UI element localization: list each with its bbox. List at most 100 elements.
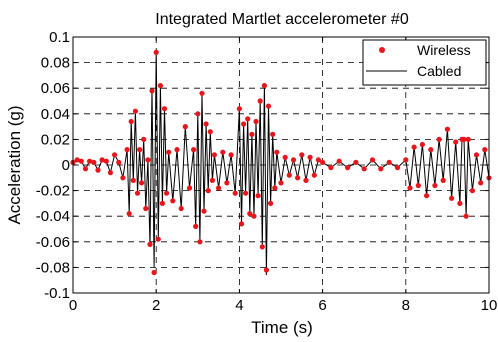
series-wireless-point (303, 177, 309, 183)
series-wireless-point (124, 147, 130, 153)
series-wireless-point (482, 147, 488, 153)
series-wireless-point (216, 185, 222, 191)
series-wireless-point (186, 185, 193, 191)
series-wireless-point (137, 147, 143, 153)
series-wireless-point (155, 236, 161, 242)
series-wireless-point (207, 129, 213, 135)
series-wireless-point (134, 190, 141, 196)
legend: Wireless Cabled (362, 39, 487, 86)
series-wireless-point (478, 180, 484, 186)
series-wireless-point (315, 157, 321, 163)
series-wireless-point (419, 141, 425, 148)
series-wireless-point (197, 239, 203, 245)
y-axis-label: Acceleration (g) (5, 105, 24, 224)
series-wireless-point (255, 193, 261, 199)
series-wireless-point (241, 121, 247, 127)
series-wireless-point (336, 158, 342, 164)
tick-labels: 0 2 4 6 8 10 -0.1 -0.08 -0.06 -0.04 -0.02 0 0.02 0.04… (36, 29, 498, 314)
y-tick-label: -0.04 (36, 208, 70, 225)
series-wireless-point (361, 166, 367, 172)
series-wireless-point (469, 188, 475, 194)
plot-data (70, 49, 492, 276)
series-wireless-point (147, 241, 153, 247)
series-wireless-point (282, 154, 288, 160)
series-wireless-point (191, 147, 197, 153)
series-wireless-point (270, 131, 276, 137)
y-tick-label: -0.02 (36, 183, 70, 200)
series-wireless-point (261, 83, 267, 89)
y-tick-label: 0 (62, 157, 70, 174)
series-wireless-point (265, 103, 272, 109)
series-wireless-point (440, 177, 446, 183)
series-wireless-point (99, 157, 105, 163)
series-wireless-point (328, 165, 334, 171)
series-wireless-point (378, 166, 384, 172)
series-wireless-point (132, 108, 138, 114)
series-wireless-point (211, 152, 217, 158)
series-wireless-point (245, 116, 251, 122)
series-wireless-point (403, 157, 409, 163)
series-wireless-point (428, 147, 434, 153)
x-tick-label: 4 (235, 297, 243, 314)
series-wireless-point (78, 158, 84, 164)
series-wireless-point (290, 157, 297, 163)
series-wireless-point (153, 49, 159, 56)
y-tick-label: 0.1 (49, 29, 70, 46)
series-wireless-point (444, 126, 450, 132)
y-tick-label: 0.04 (41, 106, 70, 123)
series-wireless-point (345, 165, 351, 171)
series-wireless-point (193, 223, 199, 229)
series-wireless-point (386, 159, 392, 165)
series-wireless-point (151, 269, 157, 276)
series-wireless-point (259, 244, 265, 250)
y-tick-label: -0.06 (36, 234, 70, 251)
y-tick-label: -0.08 (36, 259, 70, 276)
series-wireless-point (465, 136, 471, 142)
series-wireless-point (145, 157, 151, 163)
series-wireless-point (253, 118, 259, 125)
y-tick-label: 0.08 (41, 55, 70, 72)
x-axis-label: Time (s) (251, 318, 313, 337)
series-wireless-point (128, 118, 134, 125)
y-tick-label: 0.02 (41, 131, 70, 148)
series-wireless-point (232, 190, 238, 196)
series-wireless-point (415, 182, 421, 189)
series-wireless-point (120, 175, 126, 181)
series-wireless-point (299, 152, 305, 158)
series-wireless-point (103, 158, 109, 164)
series-wireless-point (166, 149, 172, 155)
series-wireless-point (220, 149, 226, 155)
series-wireless-point (161, 106, 168, 112)
series-wireless-point (473, 152, 480, 158)
series-wireless-point (228, 152, 234, 158)
series-wireless-point (463, 213, 469, 219)
x-tick-label: 0 (69, 297, 77, 314)
series-wireless-point (449, 195, 455, 201)
series-wireless-point (278, 180, 284, 186)
series-wireless-point (263, 267, 269, 273)
y-tick-label: 0.06 (41, 80, 70, 97)
series-wireless-point (170, 198, 176, 204)
series-wireless-point (201, 208, 207, 214)
series-wireless-point (424, 193, 430, 199)
series-wireless-point (91, 159, 97, 165)
x-tick-label: 2 (152, 297, 160, 314)
series-wireless-point (457, 200, 463, 206)
series-wireless-point (87, 158, 93, 164)
series-wireless-point (238, 221, 245, 227)
series-wireless-point (95, 167, 101, 173)
series-wireless-point (249, 131, 255, 137)
series-wireless-point (224, 180, 230, 186)
series-wireless-point (436, 136, 442, 142)
series-wireless-point (126, 211, 132, 217)
series-wireless-point (199, 90, 205, 96)
series-wireless-point (394, 165, 401, 171)
series-wireless-point (268, 200, 274, 206)
x-tick-label: 8 (402, 297, 410, 314)
chart-title: Integrated Martlet accelerometer #0 (155, 11, 409, 28)
series-wireless-point (257, 98, 263, 104)
series-wireless-point (116, 159, 122, 165)
series-wireless-point (251, 213, 257, 219)
series-wireless-point (203, 121, 209, 127)
